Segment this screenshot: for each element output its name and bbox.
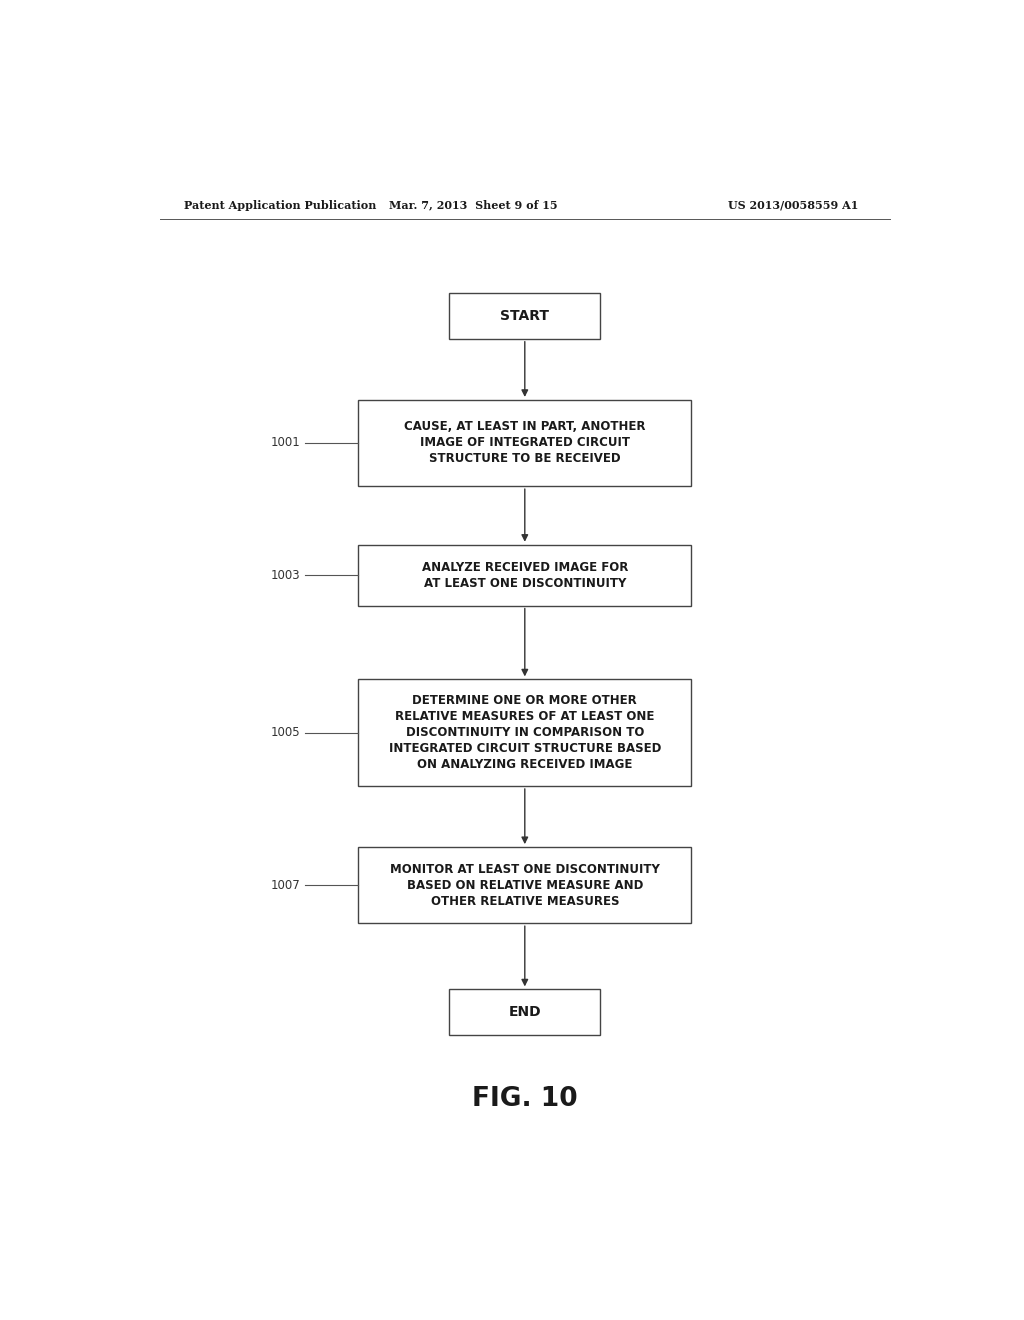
Text: 1007: 1007 — [270, 879, 300, 891]
FancyBboxPatch shape — [358, 680, 691, 785]
Text: DETERMINE ONE OR MORE OTHER
RELATIVE MEASURES OF AT LEAST ONE
DISCONTINUITY IN C: DETERMINE ONE OR MORE OTHER RELATIVE MEA… — [389, 694, 660, 771]
FancyBboxPatch shape — [358, 400, 691, 486]
FancyBboxPatch shape — [450, 989, 600, 1035]
Text: MONITOR AT LEAST ONE DISCONTINUITY
BASED ON RELATIVE MEASURE AND
OTHER RELATIVE : MONITOR AT LEAST ONE DISCONTINUITY BASED… — [390, 863, 659, 908]
Text: 1003: 1003 — [270, 569, 300, 582]
Text: ANALYZE RECEIVED IMAGE FOR
AT LEAST ONE DISCONTINUITY: ANALYZE RECEIVED IMAGE FOR AT LEAST ONE … — [422, 561, 628, 590]
Text: Patent Application Publication: Patent Application Publication — [183, 199, 376, 211]
Text: FIG. 10: FIG. 10 — [472, 1085, 578, 1111]
Text: END: END — [509, 1005, 541, 1019]
FancyBboxPatch shape — [358, 545, 691, 606]
Text: CAUSE, AT LEAST IN PART, ANOTHER
IMAGE OF INTEGRATED CIRCUIT
STRUCTURE TO BE REC: CAUSE, AT LEAST IN PART, ANOTHER IMAGE O… — [404, 421, 645, 466]
FancyBboxPatch shape — [450, 293, 600, 339]
Text: 1001: 1001 — [270, 437, 300, 450]
Text: Mar. 7, 2013  Sheet 9 of 15: Mar. 7, 2013 Sheet 9 of 15 — [389, 199, 557, 211]
Text: US 2013/0058559 A1: US 2013/0058559 A1 — [728, 199, 858, 211]
Text: 1005: 1005 — [270, 726, 300, 739]
FancyBboxPatch shape — [358, 847, 691, 923]
Text: START: START — [501, 309, 549, 323]
